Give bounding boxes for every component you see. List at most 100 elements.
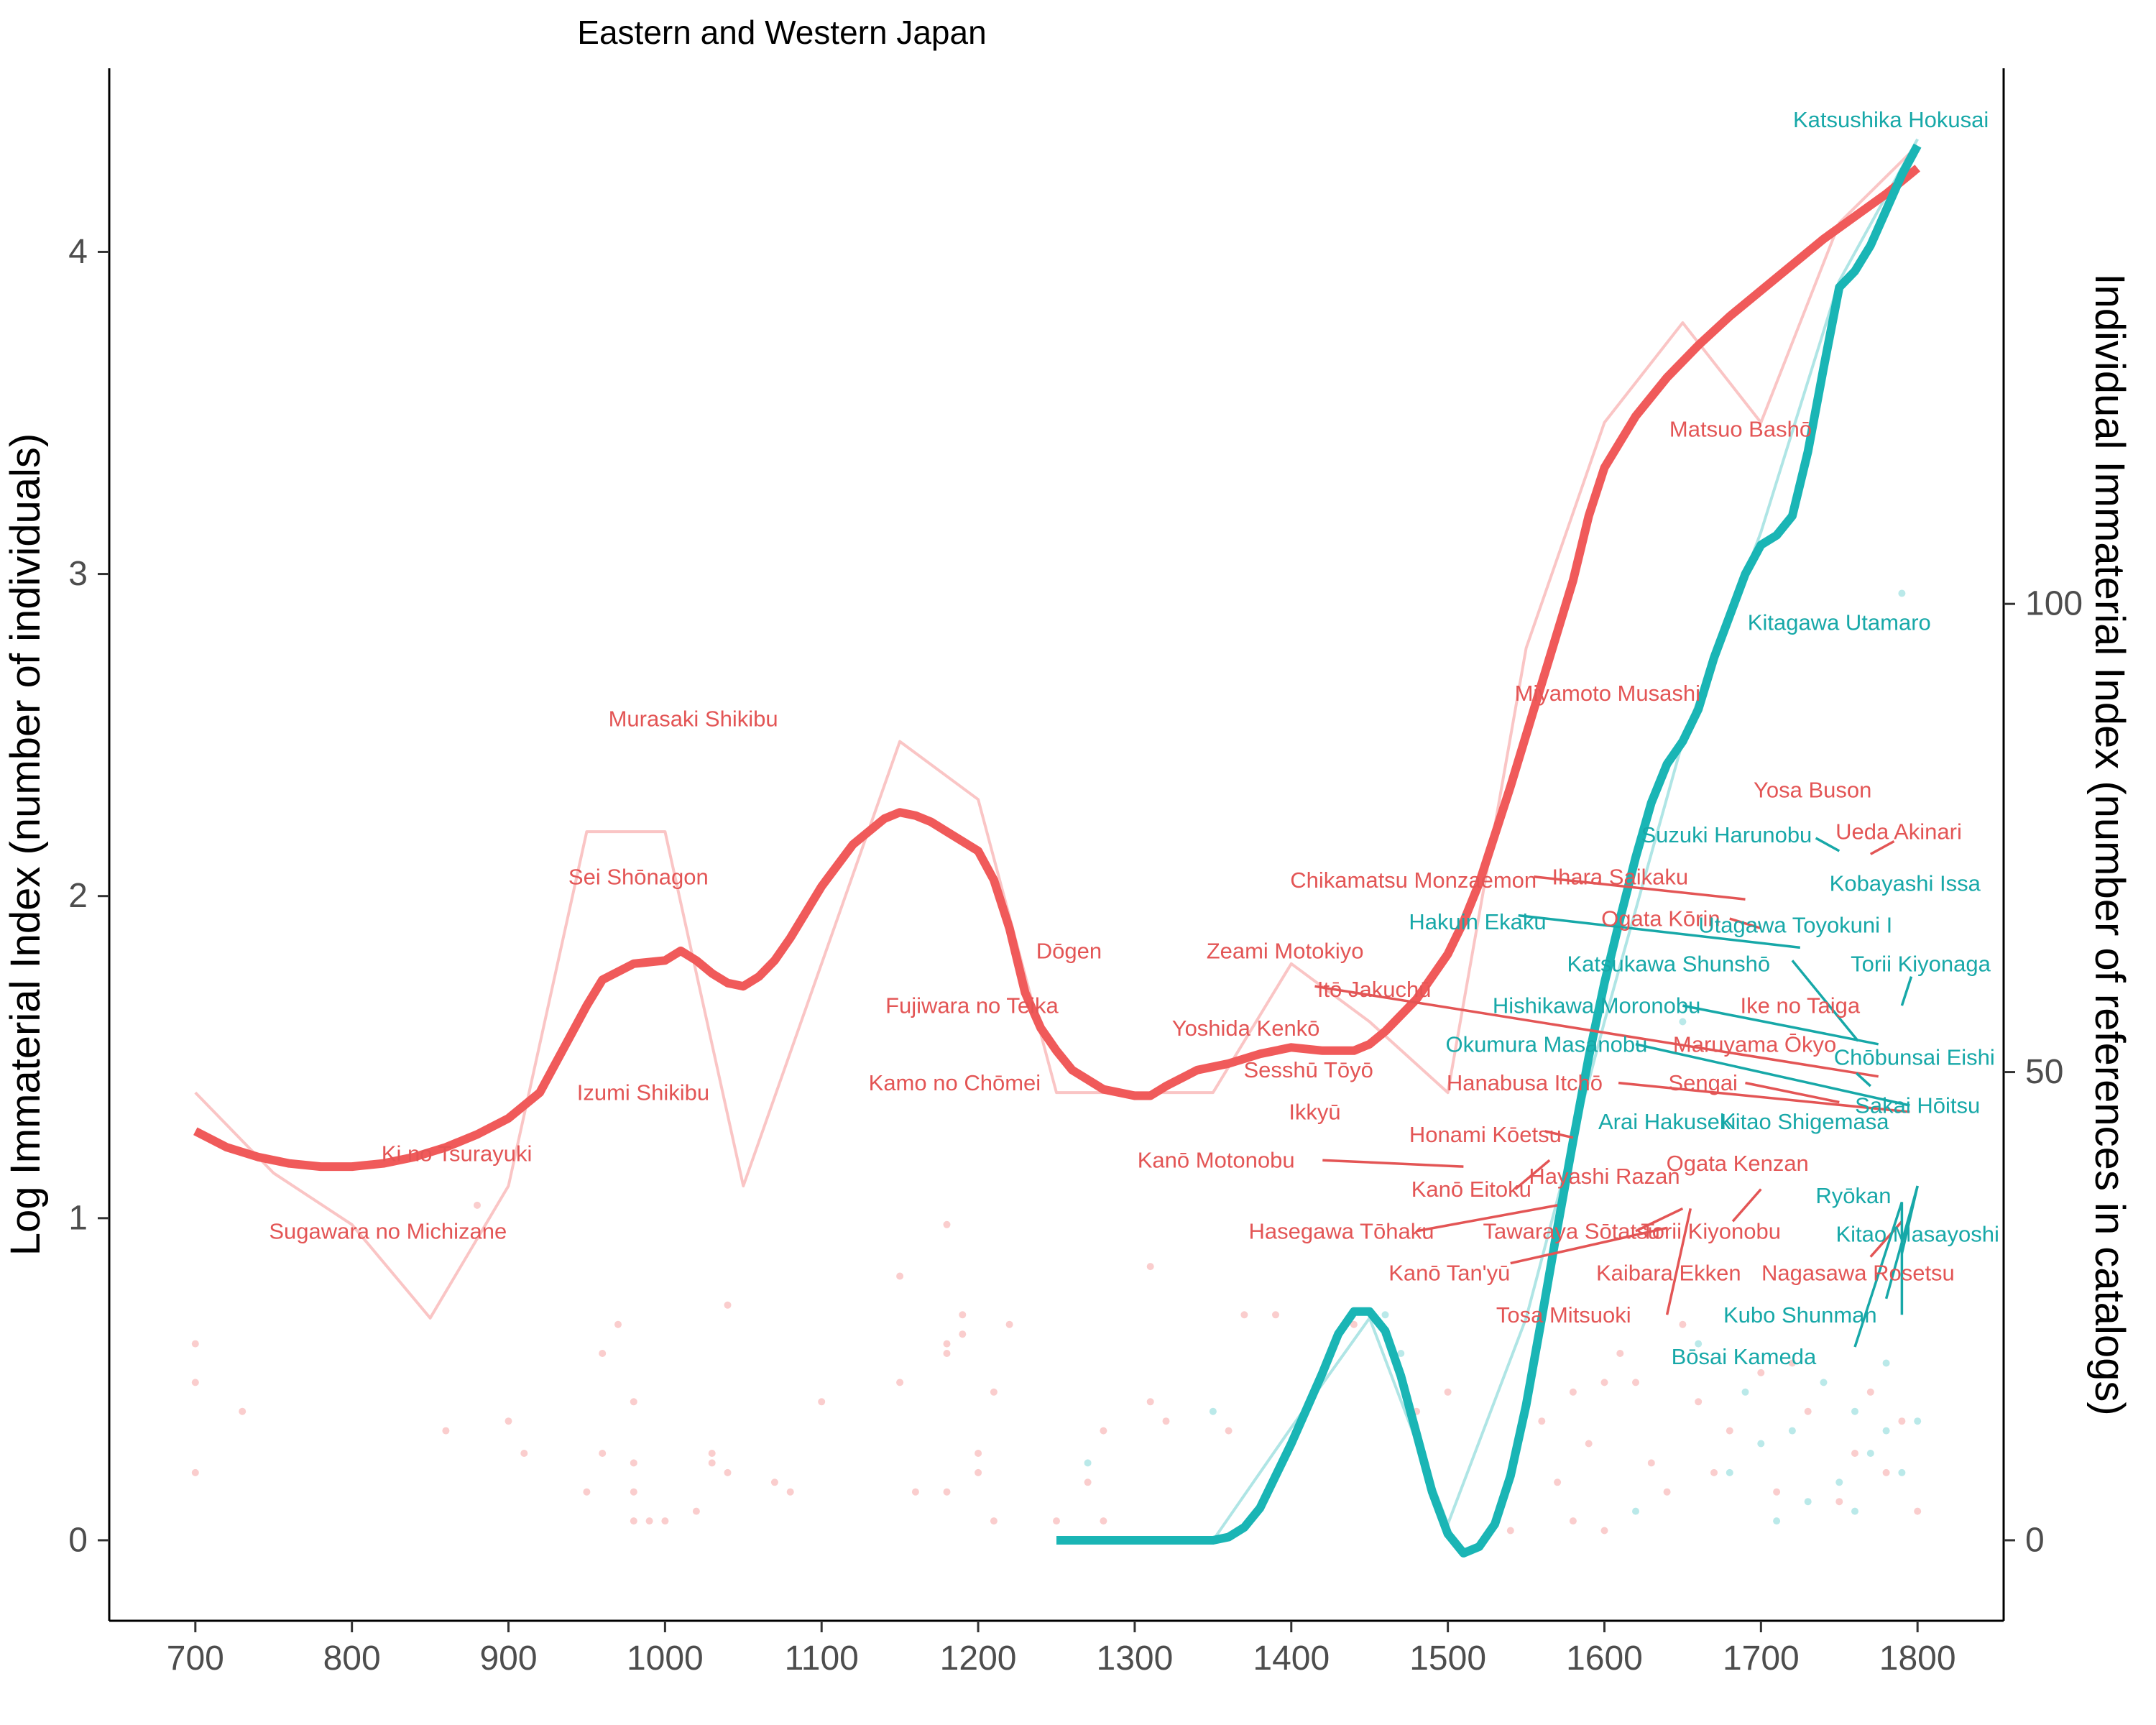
chart-title: Eastern and Western Japan [577,14,986,51]
data-point-96 [1882,1359,1890,1367]
data-point-36 [975,1468,982,1476]
leader-line-11 [1665,1208,1692,1315]
person-label-6: Fujiwara no Teika [885,993,1059,1018]
data-point-92 [1820,1379,1828,1386]
data-point-98 [1914,1417,1922,1425]
leader-line-7 [1514,1159,1551,1190]
data-point-54 [1506,1527,1514,1535]
person-label-24: Chikamatsu Monzaemon [1290,868,1537,893]
person-label-38: Suzuki Harunobu [1641,822,1812,847]
person-label-39: Kobayashi Issa [1830,870,1981,896]
data-point-19 [708,1450,716,1457]
y-tick-label-1: 1 [68,1199,88,1237]
person-label-31: Miyamoto Musashi [1515,681,1700,706]
raw-series-lines [194,138,1919,1542]
data-point-10 [599,1450,607,1457]
western-raw-line [194,144,1919,1320]
y2-tick-label-50: 50 [2025,1053,2063,1091]
data-point-16 [645,1517,653,1525]
data-point-43 [1100,1517,1107,1525]
data-point-6 [505,1417,512,1425]
y-tick-label-3: 3 [68,555,88,593]
data-point-60 [1616,1350,1624,1357]
data-point-48 [1240,1311,1248,1319]
x-tick-label-1500: 1500 [1409,1639,1486,1678]
data-point-1 [191,1379,199,1386]
leader-line-15 [1518,914,1800,949]
data-point-9 [599,1350,607,1357]
data-point-49 [1272,1311,1279,1319]
leader-line-1 [1729,917,1761,930]
data-point-44 [1146,1263,1154,1271]
data-point-7 [520,1450,528,1457]
data-point-69 [1804,1407,1812,1415]
data-point-13 [630,1459,637,1467]
person-label-13: Kanō Motonobu [1138,1148,1295,1173]
data-point-83 [1397,1350,1405,1357]
data-point-84 [1679,1018,1687,1026]
data-point-56 [1569,1517,1577,1525]
data-point-41 [1084,1478,1092,1486]
person-label-52: Kubo Shunman [1723,1302,1877,1328]
data-point-99 [1898,589,1906,597]
x-tick-label-900: 900 [479,1639,537,1678]
data-point-53 [1444,1388,1452,1396]
data-point-78 [1538,1417,1546,1425]
person-label-48: Arai Hakuseki [1598,1109,1736,1134]
leader-line-18 [1900,976,1913,1006]
leader-line-5 [1544,1130,1574,1139]
person-label-9: Yoshida Kenkō [1172,1016,1320,1041]
leader-line-17 [1791,960,1859,1042]
data-point-40 [1053,1517,1060,1525]
person-label-32: Yosa Buson [1754,777,1871,802]
person-label-43: Torii Kiyonaga [1851,951,1991,976]
person-label-4: Sugawara no Michizane [269,1218,507,1243]
data-point-22 [724,1468,732,1476]
data-point-85 [1695,1340,1703,1348]
person-label-29: Hanabusa Itchō [1447,1070,1603,1095]
data-point-76 [1663,1488,1671,1496]
data-point-47 [1225,1427,1233,1435]
data-point-90 [1788,1427,1796,1435]
data-point-88 [1757,1440,1765,1448]
leader-line-20 [1635,1043,1910,1107]
person-label-18: Tawaraya Sōtatsu [1483,1218,1659,1243]
data-point-25 [818,1398,826,1406]
y-tick-label-2: 2 [68,877,88,915]
y2-axis-ticks: 0 50 100 [2004,585,2083,1559]
x-tick-label-1200: 1200 [940,1639,1017,1678]
data-point-38 [990,1517,998,1525]
leader-line-21 [1856,1072,1871,1087]
data-point-18 [692,1507,700,1515]
person-label-21: Kanō Tan'yū [1388,1261,1510,1286]
leader-line-8 [1416,1204,1558,1233]
person-label-40: Utagawa Toyokuni I [1698,913,1892,938]
data-point-4 [442,1427,450,1435]
person-label-37: Kitagawa Utamaro [1748,610,1931,635]
leader-line-3 [1618,1081,1910,1113]
data-point-70 [1835,1498,1843,1506]
x-tick-label-1800: 1800 [1879,1639,1956,1678]
x-tick-label-1000: 1000 [627,1639,704,1678]
y-tick-label-4: 4 [68,233,88,271]
y-axis-ticks: 0 1 2 3 4 [68,233,109,1559]
person-label-27: Maruyama Ōkyo [1673,1031,1836,1057]
data-point-23 [770,1478,778,1486]
data-point-57 [1585,1440,1593,1448]
person-label-2: Izumi Shikibu [577,1080,709,1105]
person-label-3: Ki no Tsurayuki [382,1141,533,1167]
data-point-27 [896,1379,904,1386]
data-point-55 [1569,1388,1577,1396]
data-point-79 [1788,1359,1796,1367]
data-point-100 [1632,1507,1639,1515]
person-label-42: Katsukawa Shunshō [1567,951,1770,976]
data-point-21 [724,1301,732,1309]
x-tick-label-1300: 1300 [1097,1639,1174,1678]
data-point-58 [1600,1379,1608,1386]
person-label-5: Dōgen [1036,938,1102,963]
data-point-66 [1726,1427,1733,1435]
person-label-16: Hayashi Razan [1529,1164,1680,1189]
person-label-34: Ike no Taiga [1740,993,1860,1018]
leader-line-2 [1314,985,1879,1078]
